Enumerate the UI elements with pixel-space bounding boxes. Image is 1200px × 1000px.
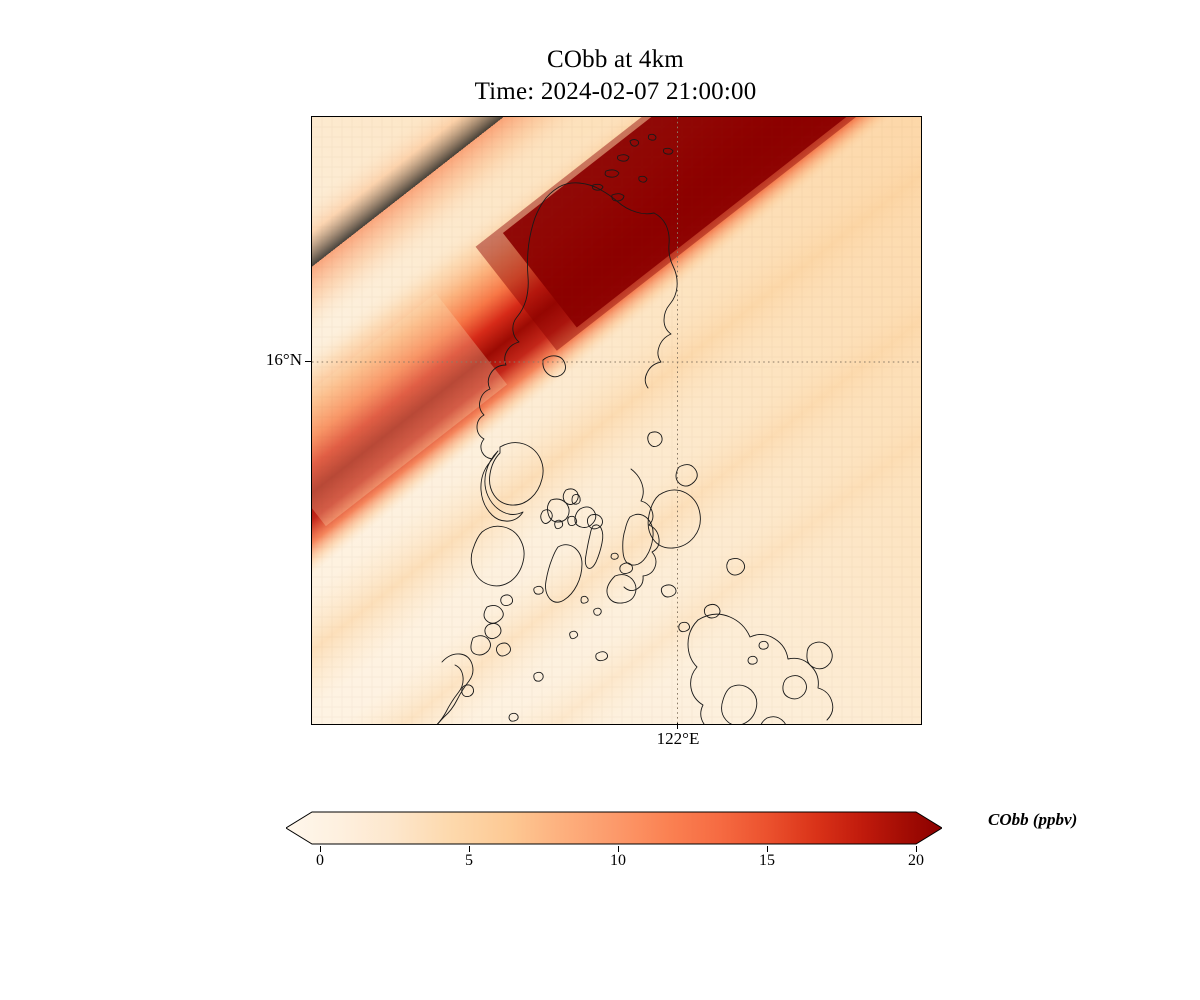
- colorbar-gradient: [286, 811, 942, 845]
- colorbar-tick-15: [767, 846, 769, 852]
- colorbar[interactable]: [286, 806, 942, 850]
- lon-tick-mark: [676, 723, 678, 729]
- colorbar-ticklabel-10: 10: [610, 852, 626, 869]
- colorbar-ticks: 0 5 10 15 20: [286, 846, 942, 872]
- colorbar-tick-10: [618, 846, 620, 852]
- colorbar-tick-20: [916, 846, 918, 852]
- cobb-field-heatmap: [312, 117, 921, 724]
- title-line-variable: CObb at 4km: [547, 46, 684, 73]
- lat-tick-label: 16°N: [265, 350, 302, 369]
- colorbar-tick-5: [469, 846, 471, 852]
- colorbar-ticklabel-15: 15: [759, 852, 775, 869]
- coastline-overlay: [436, 133, 834, 724]
- figure-title: CObb at 4km Time: 2024-02-07 21:00:00: [311, 44, 920, 108]
- colorbar-tick-0: [320, 846, 322, 852]
- colorbar-label: CObb (ppbv): [988, 810, 1078, 829]
- colorbar-ticklabel-0: 0: [316, 852, 324, 869]
- lon-tick-label: 122°E: [656, 729, 700, 748]
- title-line-time: Time: 2024-02-07 21:00:00: [474, 78, 757, 105]
- map-axes[interactable]: [311, 116, 922, 725]
- colorbar-ticklabel-5: 5: [465, 852, 473, 869]
- grid-cell-texture: [312, 117, 921, 724]
- map-gridlines: [312, 117, 921, 724]
- lat-tick-mark: [305, 360, 311, 362]
- map-plot-area: [312, 117, 921, 724]
- colorbar-ticklabel-20: 20: [908, 852, 924, 869]
